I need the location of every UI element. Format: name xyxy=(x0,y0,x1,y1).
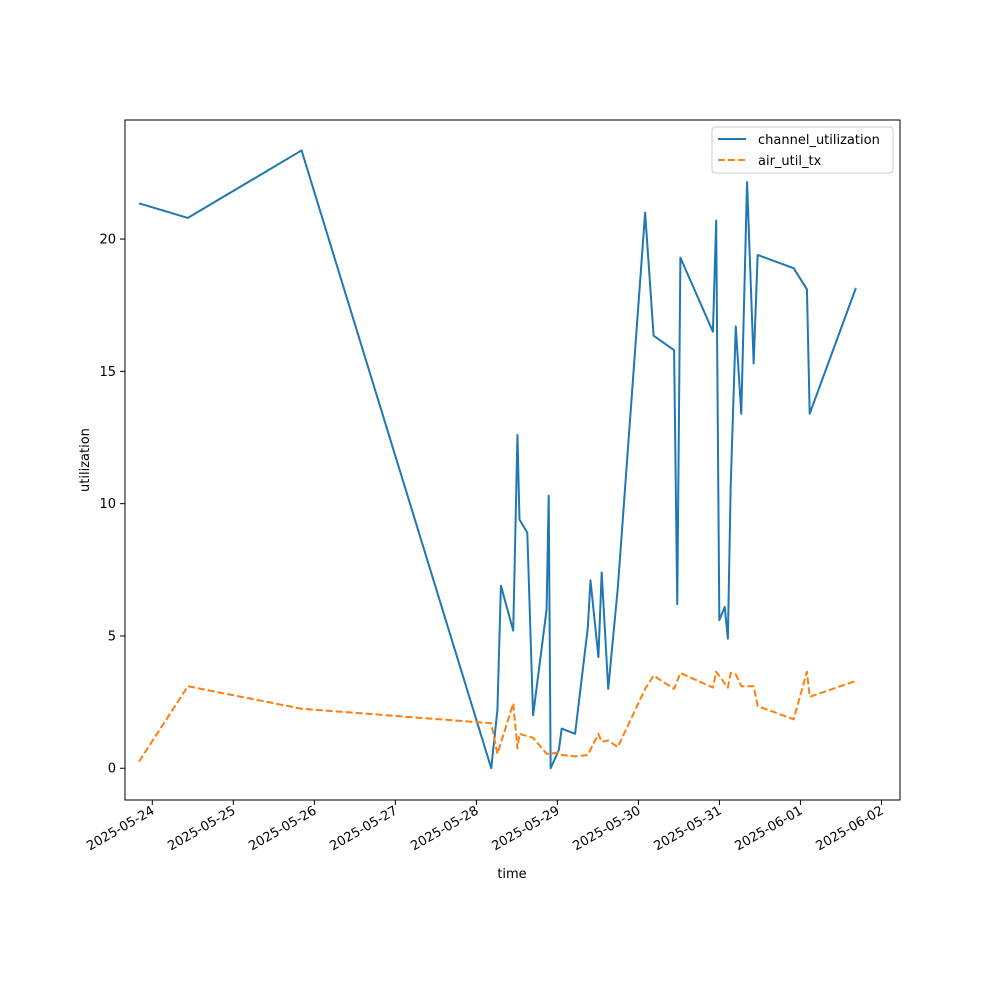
legend-label-channel-utilization: channel_utilization xyxy=(758,133,880,148)
plot-area xyxy=(125,120,900,800)
y-axis-label: utilization xyxy=(78,428,93,492)
legend-box xyxy=(711,126,894,174)
y-tick-label: 0 xyxy=(108,762,116,777)
legend-label-air-util-tx: air_util_tx xyxy=(758,154,822,169)
series-layer xyxy=(138,149,857,770)
series-line-air-util-tx xyxy=(138,670,857,763)
y-axis-ticks: 0 5 10 15 20 xyxy=(99,233,125,777)
plot-frame xyxy=(124,119,901,801)
x-axis-label: time xyxy=(497,867,526,882)
y-tick-label: 15 xyxy=(99,365,116,380)
y-tick-label: 10 xyxy=(99,497,116,512)
y-tick-label: 5 xyxy=(108,629,116,644)
legend: channel_utilization air_util_tx xyxy=(711,126,894,174)
series-line-channel-utilization xyxy=(138,149,857,770)
y-tick-label: 20 xyxy=(99,233,116,248)
